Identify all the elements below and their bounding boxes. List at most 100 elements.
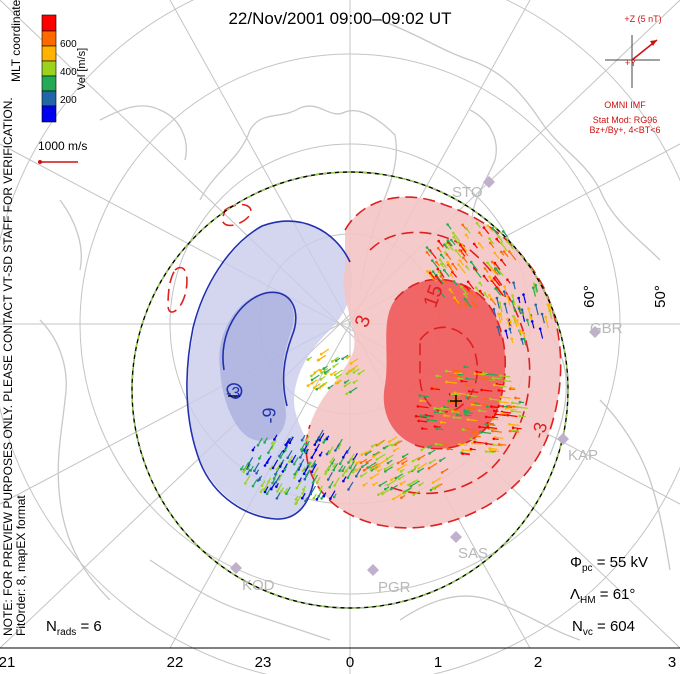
- velocity-vector-origin: [317, 494, 321, 498]
- velocity-vector: [504, 303, 508, 314]
- velocity-vector-origin: [478, 231, 481, 234]
- velocity-vector: [370, 472, 380, 479]
- velocity-vector-origin: [484, 450, 488, 453]
- latitude-label-60: 60°: [580, 285, 598, 308]
- velocity-vector: [466, 428, 477, 431]
- velocity-vector-origin: [279, 456, 282, 459]
- velocity-vector-origin: [419, 414, 423, 417]
- velocity-vector: [270, 482, 276, 490]
- velocity-vector: [350, 358, 359, 364]
- velocity-vector: [244, 474, 251, 484]
- velocity-vector-origin: [548, 304, 551, 308]
- velocity-vector: [488, 294, 495, 303]
- velocity-vector-origin: [505, 405, 509, 408]
- velocity-vector-origin: [322, 441, 325, 444]
- velocity-vector-origin: [329, 460, 333, 464]
- velocity-vector-origin: [464, 285, 467, 288]
- velocity-vector: [443, 269, 450, 277]
- preview-note-line2: FitOrder: 8, mapEX format: [14, 495, 28, 636]
- velocity-vector-origin: [437, 270, 441, 274]
- velocity-vector-origin: [372, 483, 375, 487]
- velocity-vector-origin: [310, 378, 314, 382]
- velocity-vector: [499, 401, 509, 404]
- velocity-vector-origin: [426, 418, 430, 422]
- velocity-vector: [294, 465, 301, 475]
- velocity-vector-origin: [471, 300, 475, 304]
- velocity-vector-origin: [419, 399, 423, 402]
- velocity-vector-origin: [311, 481, 315, 484]
- velocity-vector-origin: [469, 260, 473, 264]
- velocity-vector: [426, 247, 433, 255]
- velocity-vector: [496, 297, 500, 309]
- potential-max-marker: [450, 395, 462, 407]
- velocity-vector: [459, 244, 467, 253]
- velocity-vector-origin: [332, 365, 336, 368]
- velocity-vector: [257, 437, 263, 446]
- velocity-vector-origin: [290, 460, 294, 463]
- velocity-vector: [285, 437, 291, 446]
- velocity-vector-origin: [516, 405, 519, 409]
- velocity-vector: [486, 450, 495, 454]
- velocity-vector-origin: [431, 259, 434, 262]
- velocity-vector-origin: [451, 410, 454, 413]
- velocity-vector: [497, 326, 501, 337]
- velocity-vector: [461, 243, 467, 252]
- velocity-vector-origin: [492, 277, 496, 280]
- velocity-vector-origin: [271, 481, 274, 485]
- velocity-vector-origin: [500, 258, 503, 262]
- velocity-vector: [449, 409, 461, 412]
- velocity-vector-origin: [315, 498, 319, 501]
- velocity-vector: [419, 395, 430, 398]
- velocity-vector-origin: [447, 399, 451, 403]
- velocity-vector-origin: [435, 260, 438, 264]
- velocity-vector-origin: [466, 394, 470, 397]
- velocity-vector-origin: [458, 249, 461, 252]
- velocity-vector-origin: [439, 459, 442, 462]
- velocity-vector-origin: [280, 490, 283, 493]
- velocity-vector-origin: [483, 292, 487, 295]
- velocity-vector-origin: [508, 429, 512, 433]
- velocity-vector-origin: [263, 464, 267, 467]
- velocity-vector-origin: [320, 371, 323, 375]
- velocity-vector: [460, 286, 469, 296]
- velocity-vector-origin: [401, 462, 404, 465]
- velocity-vector-origin: [473, 372, 477, 375]
- velocity-vector: [496, 287, 504, 296]
- radar-label-sto: STO: [452, 184, 483, 201]
- velocity-vector-origin: [482, 274, 486, 278]
- velocity-vector: [266, 486, 272, 495]
- velocity-vector: [532, 287, 536, 297]
- velocity-vector-origin: [398, 477, 401, 481]
- velocity-vector-origin: [488, 241, 492, 245]
- velocity-vector-origin: [334, 381, 338, 385]
- velocity-vector: [397, 457, 408, 464]
- velocity-vector-origin: [388, 440, 391, 444]
- velocity-vector-origin: [399, 470, 403, 473]
- negative-cell-core: [219, 291, 294, 441]
- velocity-vector-origin: [323, 371, 327, 374]
- velocity-vector: [296, 479, 303, 489]
- velocity-vector-origin: [437, 288, 441, 292]
- velocity-vector: [478, 403, 488, 406]
- velocity-vector-origin: [318, 488, 322, 492]
- velocity-vector-origin: [444, 251, 447, 254]
- velocity-vector: [434, 483, 443, 489]
- velocity-vector: [431, 260, 439, 269]
- velocity-vector-origin: [497, 404, 501, 408]
- velocity-vector-origin: [453, 296, 456, 299]
- velocity-vector-origin: [446, 263, 450, 267]
- velocity-vector-origin: [306, 358, 310, 361]
- velocity-vector: [483, 227, 490, 235]
- velocity-vector: [319, 432, 325, 441]
- velocity-vector: [274, 466, 281, 475]
- velocity-vector: [435, 275, 443, 285]
- velocity-vector: [329, 490, 336, 499]
- velocity-vector: [428, 462, 438, 469]
- velocity-vector: [501, 411, 511, 414]
- velocity-vector-origin: [497, 389, 501, 392]
- velocity-vector-origin: [508, 422, 511, 426]
- velocity-vector-origin: [494, 267, 497, 270]
- velocity-vector-origin: [407, 483, 410, 487]
- velocity-vector-origin: [446, 239, 450, 242]
